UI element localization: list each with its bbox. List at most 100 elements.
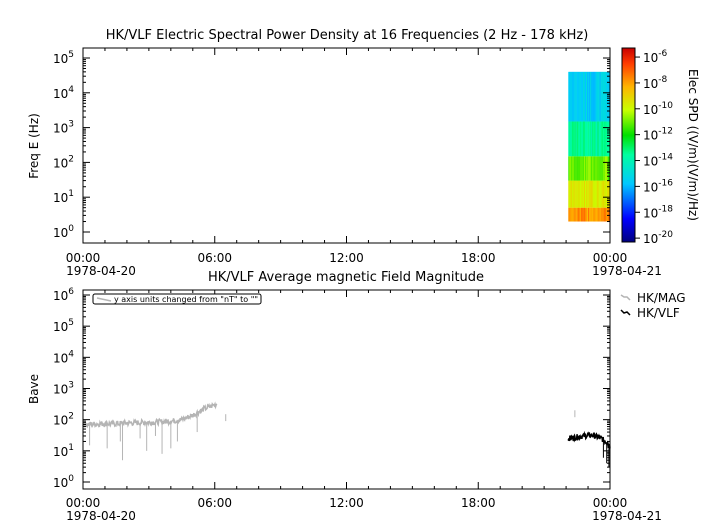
colorbar-tick-label: 10-20 <box>643 230 673 246</box>
colorbar-tick-label: 10-10 <box>643 101 673 117</box>
heatmap-cell <box>572 71 574 122</box>
heatmap-cell <box>579 156 582 181</box>
series-hk-mag-line <box>82 401 218 429</box>
heatmap-cell <box>573 156 575 181</box>
spectral-y-label: Freq E (Hz) <box>27 113 41 179</box>
heatmap-cell <box>596 156 598 181</box>
heatmap-cell <box>602 121 605 157</box>
heatmap-cell <box>601 207 603 222</box>
heatmap-cell <box>568 180 570 208</box>
heatmap-cell <box>595 121 597 157</box>
heatmap-cell <box>568 156 570 181</box>
heatmap-cell <box>594 156 596 181</box>
magnetic-x-tick-label: 00:00 <box>66 496 101 510</box>
heatmap-cell <box>572 207 574 222</box>
spectral-y-tick-label: 104 <box>53 85 74 101</box>
heatmap-cell <box>571 180 573 208</box>
heatmap-cell <box>597 180 599 208</box>
heatmap-cell <box>578 121 581 157</box>
magnetic-y-tick-label: 103 <box>53 381 74 397</box>
heatmap-cell <box>587 207 589 222</box>
heatmap-cells <box>568 71 611 222</box>
heatmap-cell <box>596 121 598 157</box>
legend-swatch-hk-mag <box>620 294 631 301</box>
colorbar-tick-label: 10-18 <box>643 204 673 220</box>
heatmap-cell <box>593 121 595 157</box>
heatmap-cell <box>584 156 587 181</box>
heatmap-cell <box>602 180 605 208</box>
heatmap-cell <box>597 207 599 222</box>
heatmap-cell <box>603 121 606 157</box>
spectral-y-tick-label: 105 <box>53 50 74 66</box>
heatmap-cell <box>601 71 603 122</box>
heatmap-cell <box>578 180 581 208</box>
heatmap-cell <box>582 156 585 181</box>
heatmap-cell <box>576 156 578 181</box>
heatmap-cell <box>601 156 603 181</box>
heatmap-cell <box>569 207 571 222</box>
spectral-y-ticks: 100 101 102 103 104 105 <box>53 50 610 240</box>
heatmap-cell <box>581 121 584 157</box>
heatmap-cell <box>603 156 606 181</box>
annotation-box <box>92 293 262 305</box>
colorbar-tick-label: 10-12 <box>643 127 673 143</box>
heatmap-cell <box>573 121 575 157</box>
heatmap-cell <box>579 180 582 208</box>
spectral-y-tick-label: 102 <box>53 154 74 170</box>
spectral-title: HK/VLF Electric Spectral Power Density a… <box>106 28 589 43</box>
heatmap-cell <box>580 71 583 122</box>
heatmap-cell <box>571 156 573 181</box>
heatmap-cell <box>580 180 583 208</box>
heatmap-cell <box>599 156 601 181</box>
heatmap-cell <box>591 156 593 181</box>
heatmap-cell <box>589 71 591 122</box>
heatmap-cell <box>579 71 582 122</box>
heatmap-cell <box>602 71 605 122</box>
heatmap-cell <box>574 121 576 157</box>
heatmap-cell <box>577 121 580 157</box>
heatmap-cell <box>586 156 588 181</box>
heatmap-cell <box>576 121 578 157</box>
magnetic-y-tick-label: 100 <box>53 474 74 490</box>
heatmap-cell <box>584 180 587 208</box>
heatmap-cell <box>579 121 582 157</box>
magnetic-x-tick-label: 06:00 <box>197 496 232 510</box>
heatmap-cell <box>607 180 610 208</box>
heatmap-cell <box>598 180 600 208</box>
heatmap-cell <box>569 121 571 157</box>
magnetic-y-tick-label: 105 <box>53 318 74 334</box>
heatmap-cell <box>605 121 608 157</box>
heatmap-cell <box>581 207 584 222</box>
heatmap-cell <box>591 121 593 157</box>
heatmap-cell <box>570 156 572 181</box>
magnetic-x-tick-label: 12:00 <box>329 496 364 510</box>
heatmap-cell <box>573 180 575 208</box>
magnetic-y-tick-label: 106 <box>53 287 74 303</box>
heatmap-cell <box>597 71 599 122</box>
magnetic-y-ticks: 100 101 102 103 104 105 106 <box>53 287 610 490</box>
spectral-date-right: 1978-04-21 <box>592 264 662 278</box>
heatmap-cell <box>571 71 573 122</box>
heatmap-cell <box>603 180 606 208</box>
magnetic-plot-frame <box>82 289 611 490</box>
heatmap-cell <box>570 207 572 222</box>
heatmap-cell <box>582 71 585 122</box>
heatmap-cell <box>598 121 600 157</box>
heatmap-cell <box>593 207 595 222</box>
colorbar-tick-label: 10-8 <box>643 75 668 91</box>
magnetic-x-tick-label: 18:00 <box>461 496 496 510</box>
heatmap-cell <box>605 180 608 208</box>
magnetic-y-label: Bave <box>27 374 41 404</box>
heatmap-cell <box>580 121 583 157</box>
heatmap-cell <box>583 207 586 222</box>
heatmap-cell <box>604 71 607 122</box>
heatmap-cell <box>589 121 591 157</box>
heatmap-cell <box>573 71 575 122</box>
heatmap-cell <box>583 71 586 122</box>
heatmap-cell <box>595 156 597 181</box>
colorbar-tick-label: 10-14 <box>643 153 673 169</box>
colorbar-label: Elec SPD ((V/m)(V/m)/Hz) <box>686 69 700 221</box>
heatmap-cell <box>575 207 577 222</box>
line-series <box>82 401 611 468</box>
heatmap-cell <box>588 156 590 181</box>
